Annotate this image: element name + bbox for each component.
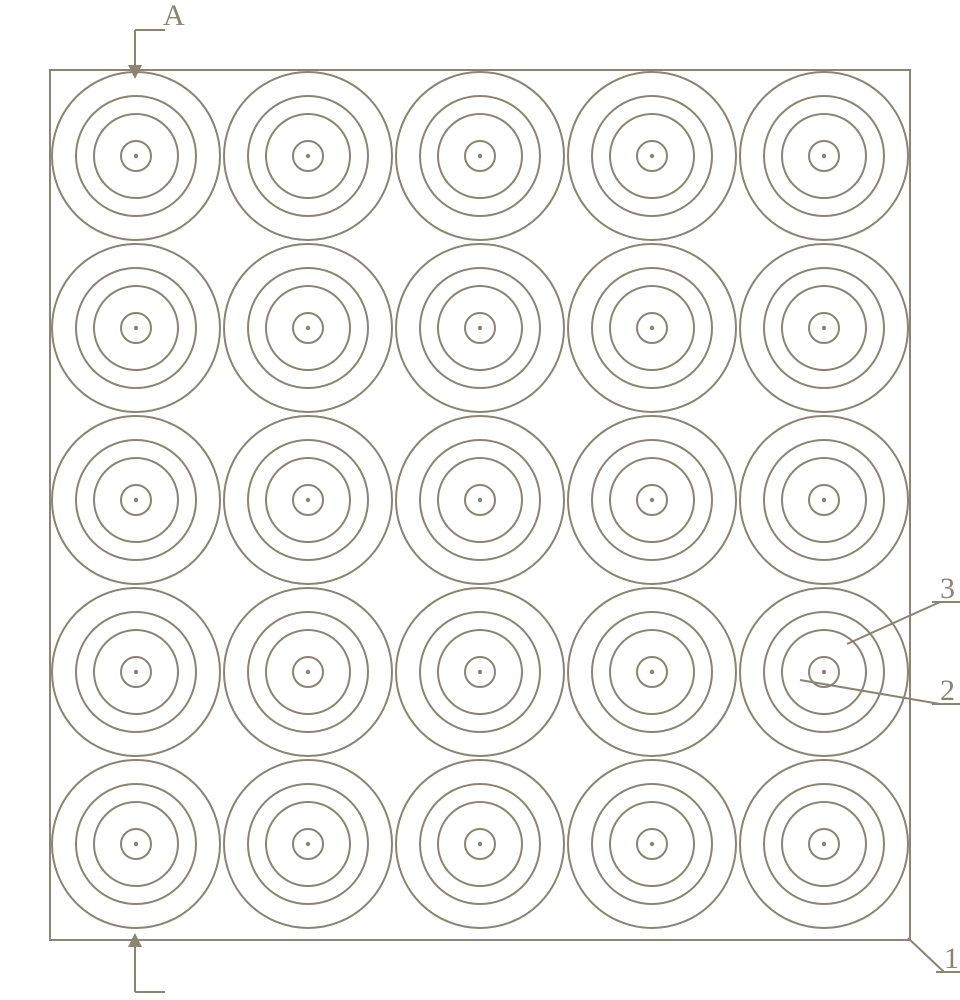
callout: 3 [847, 572, 960, 644]
concentric-feature [52, 72, 220, 240]
concentric-feature [52, 760, 220, 928]
concentric-feature [740, 72, 908, 240]
concentric-feature [740, 760, 908, 928]
concentric-feature [568, 416, 736, 584]
concentric-feature [224, 72, 392, 240]
concentric-feature [224, 244, 392, 412]
concentric-feature [396, 244, 564, 412]
concentric-feature [568, 588, 736, 756]
section-mark: A [135, 0, 185, 72]
concentric-feature [224, 416, 392, 584]
concentric-feature [568, 72, 736, 240]
concentric-feature [568, 244, 736, 412]
plate-outline [50, 70, 910, 940]
figure-canvas: A A 3 2 1 [0, 0, 960, 1000]
callout: 2 [800, 674, 960, 707]
concentric-feature [52, 244, 220, 412]
concentric-feature [224, 760, 392, 928]
concentric-feature [52, 416, 220, 584]
concentric-feature [396, 72, 564, 240]
callout-label: 2 [940, 674, 955, 707]
concentric-feature [396, 588, 564, 756]
concentric-feature [740, 244, 908, 412]
concentric-feature [740, 416, 908, 584]
concentric-feature [396, 760, 564, 928]
callout: 1 [908, 938, 960, 975]
callout-label: 3 [940, 572, 955, 605]
concentric-feature [396, 416, 564, 584]
section-mark: A [135, 940, 185, 1000]
callout-label: 1 [944, 942, 959, 975]
concentric-feature [568, 760, 736, 928]
section-label: A [163, 0, 185, 32]
concentric-feature [224, 588, 392, 756]
concentric-feature [52, 588, 220, 756]
concentric-feature [740, 588, 908, 756]
